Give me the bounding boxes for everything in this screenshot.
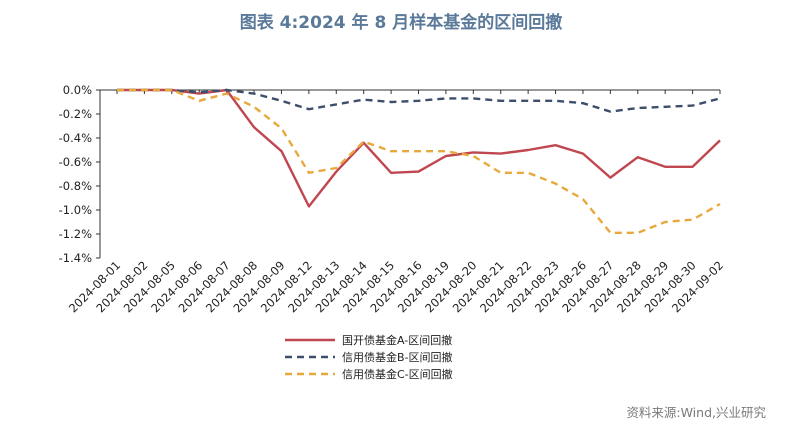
- y-tick-label: -1.2%: [59, 227, 92, 241]
- x-axis-ticks: 2024-08-012024-08-022024-08-052024-08-06…: [66, 90, 726, 315]
- series-lines: [117, 88, 721, 235]
- series-line-2: [117, 88, 721, 113]
- y-tick-label: -0.8%: [59, 179, 92, 193]
- series-line-3: [117, 88, 721, 235]
- legend-label-2: 信用债基金B-区间回撤: [342, 350, 453, 364]
- chart-title: 图表 4:2024 年 8 月样本基金的区间回撤: [239, 13, 563, 33]
- legend-label-1: 国开债基金A-区间回撤: [342, 333, 452, 347]
- y-axis-ticks: 0.0% -0.2% -0.4% -0.6% -0.8% -1.0% -1.2% -1.4%: [59, 83, 100, 265]
- y-tick-label: -1.4%: [59, 251, 92, 265]
- y-tick-label: -0.4%: [59, 131, 92, 145]
- y-tick-label: -0.6%: [59, 155, 92, 169]
- series-line-1: [117, 88, 721, 208]
- chart-axes: [99, 89, 720, 258]
- y-tick-label: -0.2%: [59, 107, 92, 121]
- legend-label-3: 信用债基金C-区间回撤: [342, 367, 453, 381]
- y-tick-label: -1.0%: [59, 203, 92, 217]
- source-note: 资料来源:Wind,兴业研究: [626, 405, 766, 420]
- y-tick-label: 0.0%: [63, 83, 92, 97]
